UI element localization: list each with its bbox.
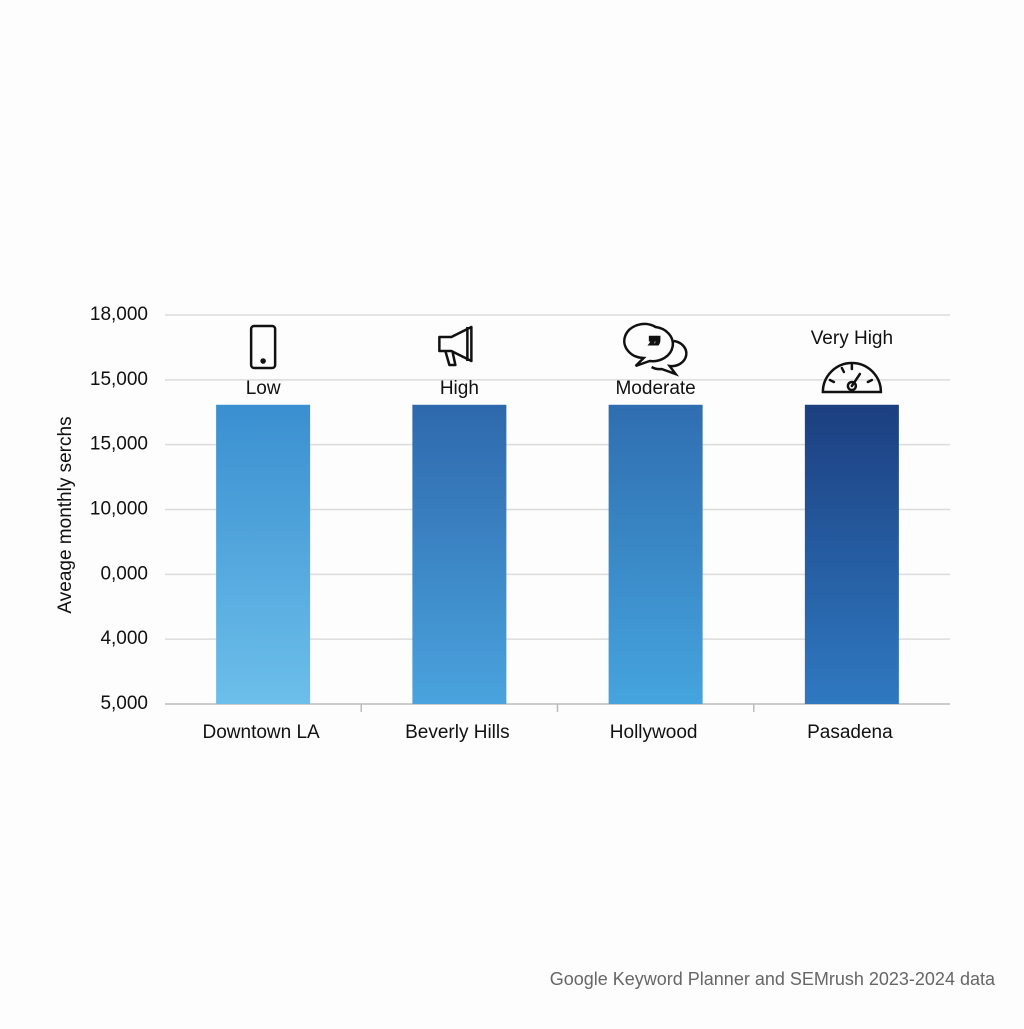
- y-tick-label: 4,000: [100, 628, 148, 649]
- svg-text:”: ”: [648, 331, 661, 361]
- bar: [216, 404, 311, 704]
- gauge-icon: [821, 361, 883, 394]
- y-tick-label: 0,000: [100, 563, 148, 584]
- bar: [608, 404, 703, 704]
- x-tick-label: Beverly Hills: [405, 722, 510, 743]
- bar-annotation: High: [440, 378, 479, 399]
- bar-annotation: Low: [246, 378, 281, 399]
- x-tick-label: Hollywood: [610, 722, 698, 743]
- source-note: Google Keyword Planner and SEMrush 2023-…: [550, 969, 996, 989]
- x-tick-label: Downtown LA: [203, 722, 321, 743]
- bar: [412, 404, 507, 704]
- y-tick-label: 18,000: [90, 304, 148, 325]
- y-tick-label: 15,000: [90, 434, 148, 455]
- bar: [804, 404, 899, 704]
- y-tick-label: 10,000: [90, 499, 148, 520]
- bar-annotation: Moderate: [615, 378, 695, 399]
- bar-annotation: Very High: [811, 328, 893, 349]
- x-tick-label: Pasadena: [807, 722, 893, 743]
- y-tick-label: 5,000: [100, 693, 148, 714]
- chat-icon: ”: [623, 322, 688, 377]
- phone-icon: [249, 324, 277, 370]
- megaphone-icon: [438, 325, 473, 367]
- y-tick-label: 15,000: [90, 369, 148, 390]
- y-axis-title: Aveage monthly serchs: [55, 416, 76, 613]
